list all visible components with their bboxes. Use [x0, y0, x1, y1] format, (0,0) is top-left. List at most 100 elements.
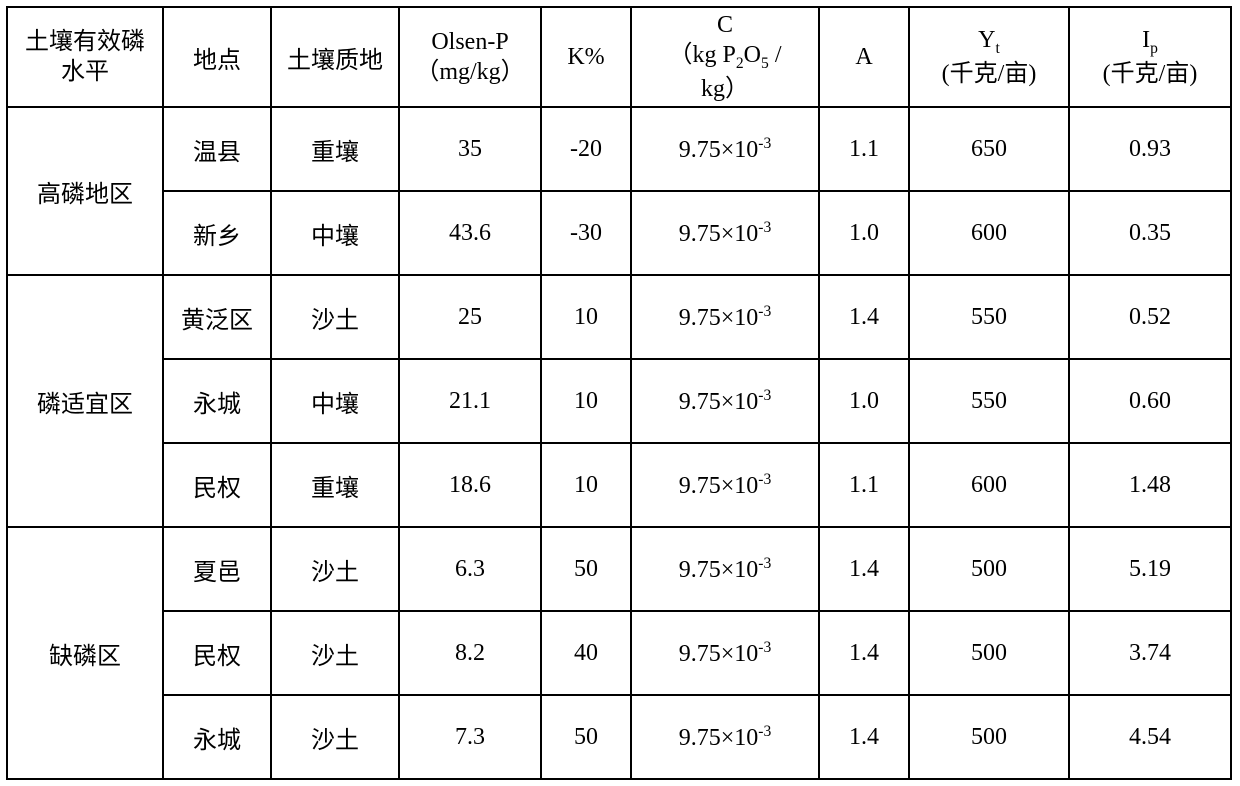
cell-yt: 600: [909, 443, 1069, 527]
col-a-label: A: [855, 44, 872, 70]
table-row: 民权重壤18.6109.75×10-31.16001.48: [7, 443, 1231, 527]
col-olsenp: Olsen-P （mg/kg）: [399, 7, 541, 107]
cell-a: 1.0: [819, 191, 909, 275]
col-level: 土壤有效磷 水平: [7, 7, 163, 107]
cell-yt: 650: [909, 107, 1069, 191]
col-a: A: [819, 7, 909, 107]
cell-ip: 1.48: [1069, 443, 1231, 527]
phosphorus-table: 土壤有效磷 水平 地点 土壤质地 Olsen-P （mg/kg） K% C （k…: [6, 6, 1232, 780]
col-c: C （kg P2O5 / kg）: [631, 7, 819, 107]
cell-a: 1.4: [819, 275, 909, 359]
cell-texture: 沙土: [271, 611, 399, 695]
table-row: 永城沙土7.3509.75×10-31.45004.54: [7, 695, 1231, 779]
col-level-line1: 土壤有效磷: [8, 27, 162, 57]
cell-level: 磷适宜区: [7, 275, 163, 527]
cell-yt: 500: [909, 611, 1069, 695]
table-row: 缺磷区夏邑沙土6.3509.75×10-31.45005.19: [7, 527, 1231, 611]
cell-olsenp: 7.3: [399, 695, 541, 779]
cell-a: 1.1: [819, 107, 909, 191]
cell-ip: 3.74: [1069, 611, 1231, 695]
cell-ip: 0.60: [1069, 359, 1231, 443]
cell-k: -30: [541, 191, 631, 275]
cell-k: 40: [541, 611, 631, 695]
cell-site: 永城: [163, 359, 271, 443]
cell-c: 9.75×10-3: [631, 611, 819, 695]
cell-olsenp: 43.6: [399, 191, 541, 275]
cell-k: 50: [541, 527, 631, 611]
cell-c: 9.75×10-3: [631, 359, 819, 443]
cell-yt: 500: [909, 695, 1069, 779]
cell-c: 9.75×10-3: [631, 191, 819, 275]
col-yt: Yt (千克/亩): [909, 7, 1069, 107]
cell-c: 9.75×10-3: [631, 695, 819, 779]
cell-site: 民权: [163, 443, 271, 527]
cell-site: 永城: [163, 695, 271, 779]
col-ip: Ip (千克/亩): [1069, 7, 1231, 107]
col-ip-line2: (千克/亩): [1070, 59, 1230, 89]
cell-yt: 500: [909, 527, 1069, 611]
cell-olsenp: 25: [399, 275, 541, 359]
cell-level: 缺磷区: [7, 527, 163, 779]
cell-olsenp: 8.2: [399, 611, 541, 695]
cell-site: 民权: [163, 611, 271, 695]
table-row: 高磷地区温县重壤35-209.75×10-31.16500.93: [7, 107, 1231, 191]
cell-a: 1.1: [819, 443, 909, 527]
cell-a: 1.0: [819, 359, 909, 443]
cell-yt: 550: [909, 275, 1069, 359]
cell-olsenp: 35: [399, 107, 541, 191]
cell-ip: 5.19: [1069, 527, 1231, 611]
col-c-line1: C: [632, 10, 818, 40]
cell-c: 9.75×10-3: [631, 443, 819, 527]
col-site-label: 地点: [193, 48, 241, 74]
col-c-line3: kg）: [632, 74, 818, 104]
cell-a: 1.4: [819, 527, 909, 611]
cell-texture: 沙土: [271, 527, 399, 611]
cell-k: -20: [541, 107, 631, 191]
table-row: 民权沙土8.2409.75×10-31.45003.74: [7, 611, 1231, 695]
cell-olsenp: 21.1: [399, 359, 541, 443]
cell-ip: 0.93: [1069, 107, 1231, 191]
table-body: 高磷地区温县重壤35-209.75×10-31.16500.93新乡中壤43.6…: [7, 107, 1231, 779]
cell-c: 9.75×10-3: [631, 107, 819, 191]
cell-yt: 550: [909, 359, 1069, 443]
col-k: K%: [541, 7, 631, 107]
cell-texture: 沙土: [271, 695, 399, 779]
cell-level: 高磷地区: [7, 107, 163, 275]
cell-site: 夏邑: [163, 527, 271, 611]
col-ip-line1: Ip: [1070, 25, 1230, 58]
col-k-label: K%: [567, 44, 604, 70]
cell-c: 9.75×10-3: [631, 527, 819, 611]
table-row: 永城中壤21.1109.75×10-31.05500.60: [7, 359, 1231, 443]
cell-texture: 中壤: [271, 191, 399, 275]
cell-texture: 中壤: [271, 359, 399, 443]
col-texture-label: 土壤质地: [287, 48, 383, 74]
cell-k: 10: [541, 359, 631, 443]
col-yt-line1: Yt: [910, 25, 1068, 58]
cell-olsenp: 6.3: [399, 527, 541, 611]
cell-yt: 600: [909, 191, 1069, 275]
cell-ip: 4.54: [1069, 695, 1231, 779]
cell-olsenp: 18.6: [399, 443, 541, 527]
col-olsenp-line2: （mg/kg）: [400, 57, 540, 87]
cell-k: 10: [541, 443, 631, 527]
col-texture: 土壤质地: [271, 7, 399, 107]
col-olsenp-line1: Olsen-P: [400, 27, 540, 57]
col-yt-line2: (千克/亩): [910, 59, 1068, 89]
cell-site: 黄泛区: [163, 275, 271, 359]
header-row: 土壤有效磷 水平 地点 土壤质地 Olsen-P （mg/kg） K% C （k…: [7, 7, 1231, 107]
col-level-line2: 水平: [8, 57, 162, 87]
col-c-line2: （kg P2O5 /: [632, 40, 818, 73]
cell-site: 温县: [163, 107, 271, 191]
cell-k: 10: [541, 275, 631, 359]
col-site: 地点: [163, 7, 271, 107]
cell-ip: 0.35: [1069, 191, 1231, 275]
cell-texture: 重壤: [271, 443, 399, 527]
cell-texture: 沙土: [271, 275, 399, 359]
cell-a: 1.4: [819, 695, 909, 779]
cell-k: 50: [541, 695, 631, 779]
cell-site: 新乡: [163, 191, 271, 275]
cell-c: 9.75×10-3: [631, 275, 819, 359]
cell-a: 1.4: [819, 611, 909, 695]
cell-texture: 重壤: [271, 107, 399, 191]
table-row: 磷适宜区黄泛区沙土25109.75×10-31.45500.52: [7, 275, 1231, 359]
